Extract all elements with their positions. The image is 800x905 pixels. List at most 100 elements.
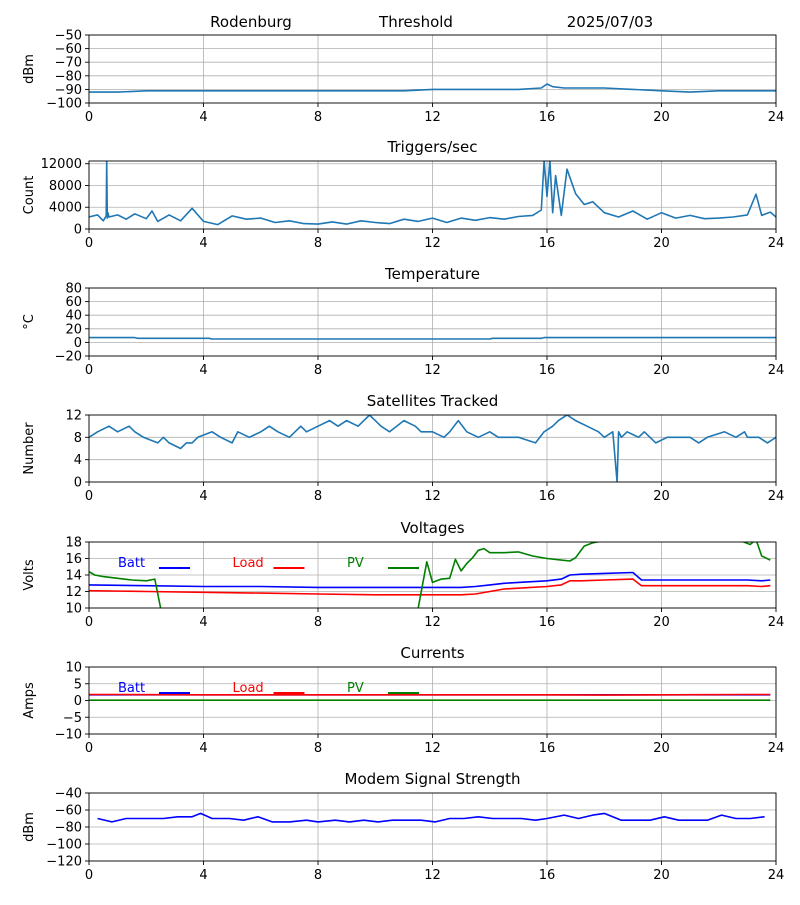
series-line-pv bbox=[89, 542, 771, 608]
x-tick-label: 16 bbox=[539, 236, 556, 251]
y-axis-label: dBm bbox=[22, 54, 37, 84]
series-group bbox=[89, 336, 776, 340]
y-tick-label: 8000 bbox=[49, 179, 82, 194]
x-tick-label: 24 bbox=[768, 489, 785, 504]
y-tick-label: −80 bbox=[55, 821, 82, 836]
x-tick-label: 20 bbox=[653, 489, 670, 504]
y-tick-label: 0 bbox=[74, 223, 82, 238]
legend: Batt Load PV bbox=[118, 556, 419, 571]
x-tick-label: 4 bbox=[199, 868, 207, 883]
x-tick-label: 24 bbox=[768, 236, 785, 251]
x-tick-label: 4 bbox=[199, 363, 207, 378]
x-tick-label: 8 bbox=[314, 868, 322, 883]
x-tick-label: 0 bbox=[85, 868, 93, 883]
x-tick-label: 16 bbox=[539, 489, 556, 504]
x-tick-label: 4 bbox=[199, 615, 207, 630]
series-group bbox=[89, 693, 771, 702]
series-group bbox=[89, 415, 776, 482]
y-tick-label: −120 bbox=[46, 855, 82, 870]
series-line-load bbox=[89, 693, 771, 696]
y-tick-label: 40 bbox=[65, 309, 82, 324]
y-tick-label: −40 bbox=[55, 787, 82, 802]
panel-title: Modem Signal Strength bbox=[345, 770, 521, 788]
y-axis-label: Amps bbox=[22, 682, 37, 719]
y-tick-label: 16 bbox=[65, 552, 82, 567]
y-tick-label: 12 bbox=[65, 585, 82, 600]
x-tick-label: 12 bbox=[424, 236, 441, 251]
y-tick-label: 5 bbox=[74, 677, 82, 692]
y-tick-label: −100 bbox=[46, 97, 82, 112]
trigger-mode: Threshold bbox=[378, 13, 453, 31]
x-tick-label: 20 bbox=[653, 363, 670, 378]
x-tick-label: 12 bbox=[424, 489, 441, 504]
series-line-satellites bbox=[89, 415, 776, 482]
panel-satellites: 0 4 8 12 16 20 24 0 4 8 12 Satellites Tracked Number bbox=[22, 392, 784, 504]
y-tick-label: −20 bbox=[55, 350, 82, 365]
panel-title: Satellites Tracked bbox=[367, 392, 498, 410]
y-tick-label: 60 bbox=[65, 295, 82, 310]
x-tick-label: 24 bbox=[768, 868, 785, 883]
x-tick-label: 0 bbox=[85, 363, 93, 378]
x-tick-label: 8 bbox=[314, 489, 322, 504]
series-line-load bbox=[89, 578, 771, 596]
y-tick-label: 12 bbox=[65, 409, 82, 424]
x-tick-label: 8 bbox=[314, 741, 322, 756]
y-axis-label: dBm bbox=[22, 812, 37, 842]
x-tick-label: 4 bbox=[199, 489, 207, 504]
legend-label: Load bbox=[233, 556, 264, 571]
y-tick-label: −70 bbox=[55, 56, 82, 71]
x-tick-label: 8 bbox=[314, 363, 322, 378]
x-tick-label: 20 bbox=[653, 868, 670, 883]
panel-modem: 0 4 8 12 16 20 24 −120 −100 −80 −60 −40 Modem Signal… bbox=[22, 770, 784, 883]
legend-label: Batt bbox=[118, 556, 145, 571]
panel-signal: 0 4 8 12 16 20 24 −100−90−80−70−60−50 dBm bbox=[22, 29, 784, 126]
x-tick-label: 24 bbox=[768, 363, 785, 378]
x-tick-label: 8 bbox=[314, 110, 322, 125]
x-tick-label: 0 bbox=[85, 110, 93, 125]
x-tick-label: 4 bbox=[199, 110, 207, 125]
y-tick-label: −5 bbox=[63, 711, 82, 726]
series-line-signal bbox=[89, 83, 776, 93]
legend-label: PV bbox=[347, 556, 364, 571]
x-tick-label: 0 bbox=[85, 489, 93, 504]
x-tick-label: 16 bbox=[539, 110, 556, 125]
y-tick-label: 10 bbox=[65, 661, 82, 676]
y-tick-label: 0 bbox=[74, 694, 82, 709]
series-line-modem bbox=[97, 812, 765, 823]
x-tick-label: 12 bbox=[424, 615, 441, 630]
y-tick-label: 8 bbox=[74, 431, 82, 446]
legend-label: Batt bbox=[118, 681, 145, 696]
y-tick-label: −10 bbox=[55, 728, 82, 743]
record-date: 2025/07/03 bbox=[567, 13, 653, 31]
y-axis-label: Number bbox=[22, 422, 37, 475]
y-tick-label: 20 bbox=[65, 322, 82, 337]
y-tick-label: 18 bbox=[65, 536, 82, 551]
x-tick-label: 20 bbox=[653, 110, 670, 125]
y-tick-label: −50 bbox=[55, 29, 82, 44]
x-tick-label: 16 bbox=[539, 363, 556, 378]
station-name: Rodenburg bbox=[210, 13, 292, 31]
panel-title: Currents bbox=[400, 644, 464, 662]
series-line-temperature bbox=[89, 336, 776, 340]
series-group bbox=[89, 542, 771, 608]
y-tick-label: 4000 bbox=[49, 201, 82, 216]
x-tick-label: 12 bbox=[424, 110, 441, 125]
y-tick-label: 80 bbox=[65, 282, 82, 297]
panel-title: Temperature bbox=[384, 265, 480, 283]
x-tick-label: 12 bbox=[424, 741, 441, 756]
x-tick-label: 0 bbox=[85, 741, 93, 756]
y-tick-label: −80 bbox=[55, 69, 82, 84]
panel-title: Voltages bbox=[400, 519, 464, 537]
panel-triggers: 0 4 8 12 16 20 24 0 4000 8000 12000 Triggers/sec Cou… bbox=[22, 138, 784, 251]
x-tick-label: 0 bbox=[85, 615, 93, 630]
y-axis-label: °C bbox=[22, 314, 37, 330]
y-tick-label: −60 bbox=[55, 42, 82, 57]
x-tick-label: 12 bbox=[424, 363, 441, 378]
y-tick-label: −90 bbox=[55, 83, 82, 98]
y-tick-label: 0 bbox=[74, 476, 82, 491]
